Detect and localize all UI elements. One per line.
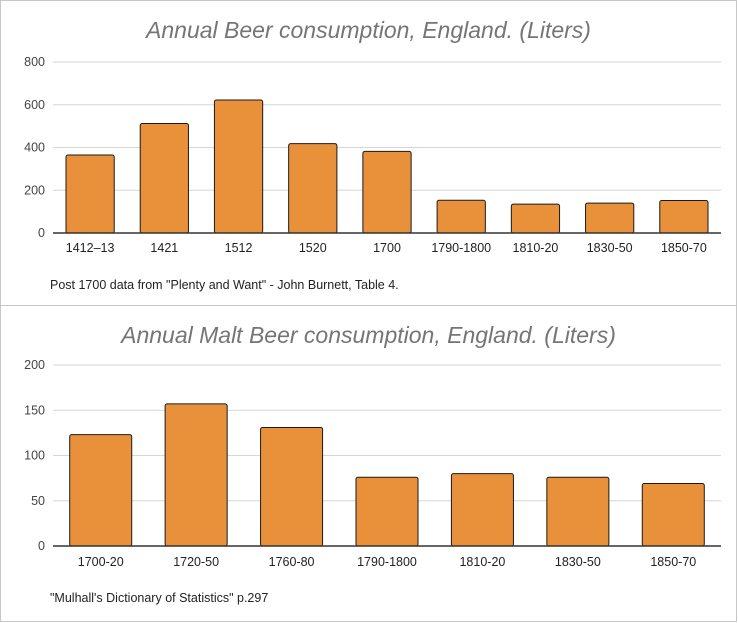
y-tick-label: 400	[24, 141, 45, 155]
chart-panel-beer: Annual Beer consumption, England. (Liter…	[0, 0, 737, 306]
chart-title: Annual Malt Beer consumption, England. (…	[121, 322, 616, 348]
y-tick-label: 600	[24, 98, 45, 112]
x-tick-label: 1810-20	[513, 241, 559, 255]
chart-title: Annual Beer consumption, England. (Liter…	[146, 17, 591, 43]
bar	[355, 476, 419, 547]
y-tick-label: 800	[24, 55, 45, 69]
x-tick-label: 1700	[373, 241, 401, 255]
x-tick-label: 1760-80	[269, 555, 315, 569]
bar	[362, 150, 412, 234]
bar	[139, 123, 189, 234]
x-tick-label: 1850-70	[661, 241, 707, 255]
y-tick-label: 50	[31, 494, 45, 508]
bar	[65, 154, 115, 234]
y-tick-label: 200	[24, 183, 45, 197]
y-tick-label: 150	[24, 403, 45, 417]
x-tick-label: 1720-50	[173, 555, 219, 569]
x-tick-label: 1830-50	[587, 241, 633, 255]
bar-chart-beer: 0 200 400 600 800 1412–13 1421 1512 1520 1700 1790…	[24, 55, 721, 255]
bar	[641, 483, 705, 547]
x-tick-label: 1700-20	[78, 555, 124, 569]
bar	[450, 473, 514, 547]
x-tick-label: 1520	[299, 241, 327, 255]
x-tick-label: 1830-50	[555, 555, 601, 569]
bar-chart-malt-beer: 0 50 100 150 200 1700-20 1720-50 1760-80 1790-18…	[24, 358, 721, 569]
bar	[164, 403, 228, 547]
bar	[585, 202, 635, 234]
chart-panel-malt-beer: Annual Malt Beer consumption, England. (…	[0, 305, 737, 622]
source-note: Post 1700 data from "Plenty and Want" - …	[50, 278, 399, 292]
x-tick-label: 1421	[150, 241, 178, 255]
source-note: "Mulhall's Dictionary of Statistics" p.2…	[50, 591, 269, 605]
bar	[659, 200, 709, 234]
bar	[260, 426, 324, 547]
x-tick-label: 1412–13	[66, 241, 115, 255]
bar	[436, 199, 486, 234]
y-tick-label: 0	[38, 539, 45, 553]
bar	[546, 476, 610, 547]
y-tick-label: 200	[24, 358, 45, 372]
x-tick-label: 1790-1800	[431, 241, 491, 255]
bar	[69, 434, 133, 547]
x-tick-label: 1790-1800	[357, 555, 417, 569]
x-tick-label: 1810-20	[459, 555, 505, 569]
x-tick-label: 1512	[225, 241, 253, 255]
bar	[213, 99, 264, 234]
y-tick-label: 0	[38, 226, 45, 240]
x-tick-label: 1850-70	[650, 555, 696, 569]
bar	[510, 203, 561, 234]
bar	[288, 143, 338, 234]
y-tick-label: 100	[24, 449, 45, 463]
